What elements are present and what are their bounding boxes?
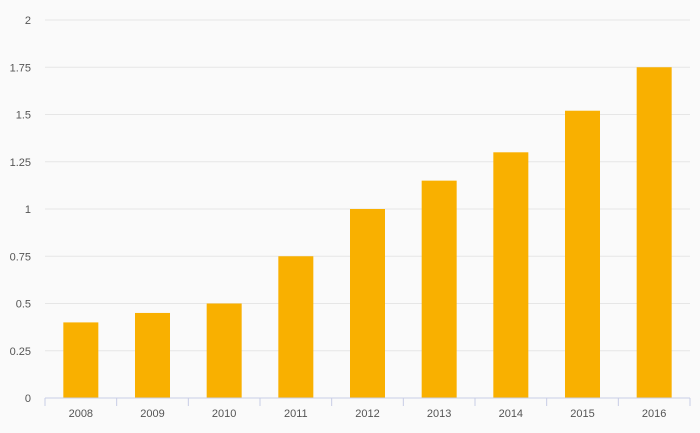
- x-tick-label: 2016: [642, 408, 666, 420]
- y-tick-label: 0.75: [10, 251, 31, 263]
- bar-2015: [565, 110, 600, 398]
- bar-2014: [493, 152, 529, 398]
- y-tick-label: 1.5: [16, 110, 31, 122]
- bar-2008: [63, 322, 99, 398]
- bar-2010: [206, 303, 242, 398]
- bar-2011: [278, 256, 314, 398]
- bar-2012: [350, 209, 385, 398]
- bar-2013: [421, 180, 457, 398]
- x-tick-label: 2010: [212, 408, 236, 420]
- y-tick-label: 1.75: [10, 62, 31, 74]
- x-axis-tick-labels: 2008 2009 2010 2011 2012 2013 2014 2015 2016: [69, 408, 667, 420]
- x-tick-label: 2009: [140, 408, 164, 420]
- x-tick-label: 2011: [284, 408, 308, 420]
- x-tick-label: 2013: [427, 408, 451, 420]
- y-tick-label: 1.25: [10, 157, 31, 169]
- y-tick-label: 0: [25, 393, 31, 405]
- bars: [63, 67, 672, 398]
- y-tick-label: 0.5: [16, 299, 31, 311]
- x-tick-label: 2012: [355, 408, 379, 420]
- x-tick-label: 2014: [499, 408, 523, 420]
- y-tick-label: 1: [25, 204, 31, 216]
- y-tick-label: 2: [25, 15, 31, 27]
- x-tick-label: 2008: [69, 408, 93, 420]
- y-axis-tick-labels: 0 0.25 0.5 0.75 1 1.25 1.5 1.75 2: [10, 15, 31, 405]
- bar-2016: [636, 67, 672, 398]
- x-tick-label: 2015: [570, 408, 594, 420]
- y-tick-label: 0.25: [10, 346, 31, 358]
- x-axis: [44, 397, 691, 406]
- bar-2009: [135, 312, 170, 398]
